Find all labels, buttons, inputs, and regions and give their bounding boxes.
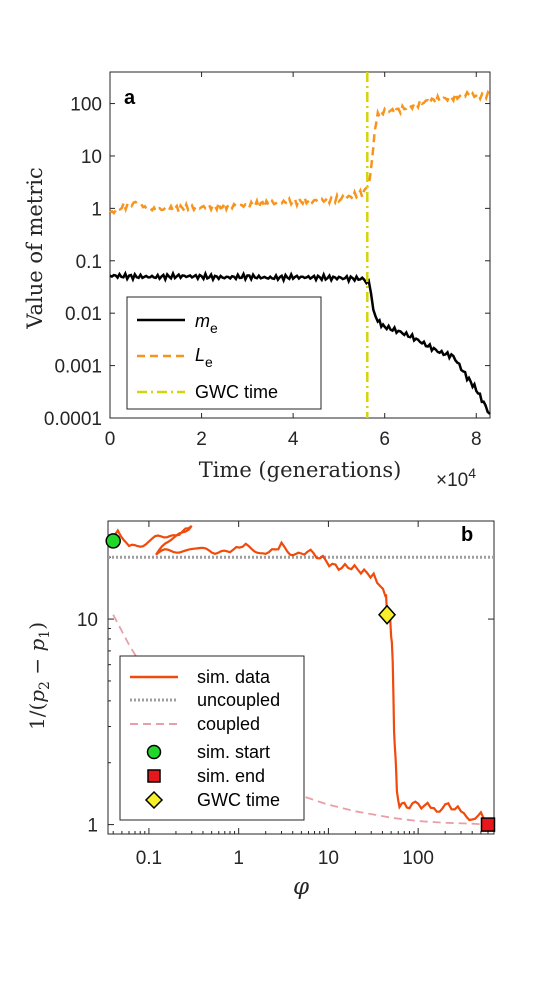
a-legend-le-sub: e — [205, 354, 213, 370]
b-xtick-label: 0.1 — [136, 848, 162, 869]
a-xtick-label: 4 — [288, 429, 299, 450]
b-ylabel-minus: − — [25, 652, 49, 681]
b-ylabel-p1: p — [25, 639, 49, 652]
panel-b-label: b — [461, 524, 473, 546]
b-marker-sim-start — [106, 534, 120, 548]
a-x-multiplier-exp: 4 — [468, 465, 476, 481]
a-legend-me-name: m — [195, 311, 210, 331]
b-legend-label-sim-start: sim. start — [197, 742, 270, 762]
a-legend-me-sub: e — [210, 320, 218, 336]
a-ytick-label: 100 — [70, 95, 102, 116]
a-x-multiplier: ×104 — [436, 465, 476, 491]
b-ytick-label: 1 — [87, 816, 98, 837]
b-ylabel-p2: p — [25, 690, 49, 703]
panel-a-label: a — [124, 87, 136, 109]
panel-a: 0 2 4 6 8 0.0001 0.001 0.01 0.1 1 10 100 a Time (ge… — [23, 72, 490, 491]
b-legend-label-sim-data: sim. data — [197, 667, 271, 687]
a-legend: me Le GWC time — [127, 297, 321, 409]
b-legend-swatch-sim-start — [148, 746, 161, 759]
b-legend-label-gwc: GWC time — [197, 790, 280, 810]
b-legend: sim. data uncoupled coupled sim. start s… — [120, 656, 304, 820]
b-ylabel: 1/(p2 − p1) — [25, 622, 53, 730]
a-ytick-label: 0.01 — [65, 304, 102, 325]
a-ylabel: Value of metric — [23, 167, 47, 330]
b-xlabel: φ — [293, 874, 310, 900]
a-xtick-label: 0 — [105, 429, 116, 450]
b-legend-label-coupled: coupled — [197, 714, 260, 734]
a-ytick-label: 0.1 — [76, 252, 102, 273]
a-ytick-label: 0.001 — [54, 357, 102, 378]
b-legend-label-sim-end: sim. end — [197, 766, 265, 786]
b-marker-sim-end — [481, 818, 494, 831]
b-xtick-label: 1 — [233, 848, 244, 869]
a-xlabel: Time (generations) — [199, 458, 402, 482]
b-legend-label-uncoupled: uncoupled — [197, 690, 280, 710]
b-ytick-label: 10 — [77, 610, 98, 631]
b-xtick-label: 100 — [402, 848, 434, 869]
b-ylabel-p2-sub: 2 — [37, 681, 53, 690]
a-xtick-label: 2 — [196, 429, 207, 450]
b-ylabel-open: 1/( — [25, 703, 49, 730]
a-xtick-label: 6 — [379, 429, 390, 450]
b-legend-swatch-sim-end — [148, 770, 160, 782]
a-legend-label-gwc: GWC time — [195, 382, 278, 402]
a-ytick-label: 10 — [81, 147, 102, 168]
a-ytick-label: 1 — [91, 199, 102, 220]
b-ylabel-p1-sub: 1 — [37, 630, 53, 639]
a-x-multiplier-base: ×10 — [436, 470, 468, 491]
a-xtick-label: 8 — [471, 429, 482, 450]
a-ytick-label: 0.0001 — [44, 409, 102, 430]
b-xtick-label: 10 — [318, 848, 339, 869]
b-ylabel-close: ) — [25, 622, 49, 630]
a-legend-le-name: L — [195, 345, 205, 365]
